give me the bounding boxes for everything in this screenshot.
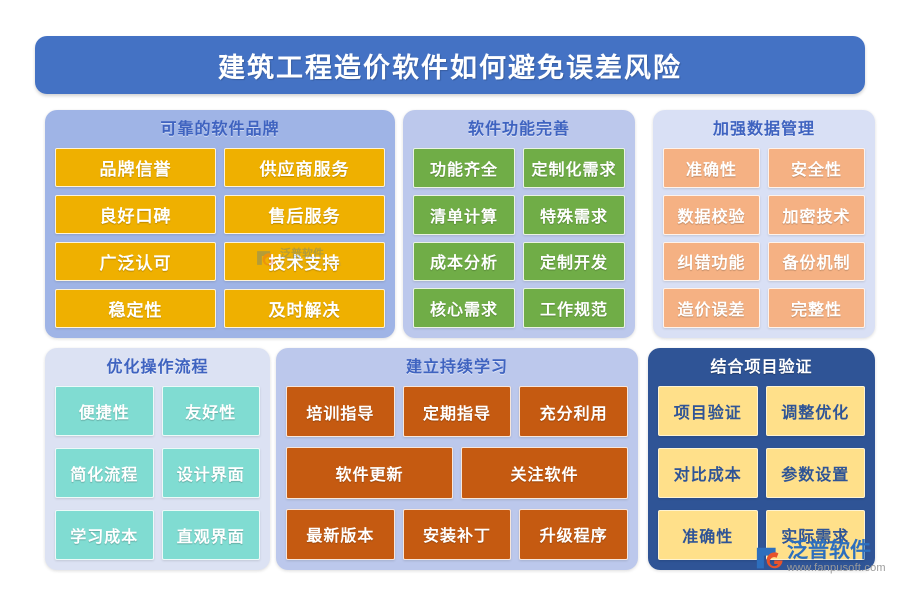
chip-friendliness[interactable]: 友好性 [161,386,260,436]
chip-convenience[interactable]: 便捷性 [55,386,154,436]
chip-after-sales-service[interactable]: 售后服务 [224,195,385,234]
chip-brand-reputation[interactable]: 品牌信誉 [55,148,216,187]
chip-row: 对比成本 参数设置 [658,448,865,498]
chip-project-verification[interactable]: 项目验证 [658,386,758,436]
chip-latest-version[interactable]: 最新版本 [286,508,395,560]
chip-row: 培训指导 定期指导 充分利用 [286,386,629,438]
chip-row: 纠错功能 备份机制 [663,241,865,282]
chip-full-utilization[interactable]: 充分利用 [519,386,629,438]
panel-software-feature-completeness: 软件功能完善 功能齐全 定制化需求 清单计算 特殊需求 成本分析 定制开发 核心… [403,110,635,338]
panel-reliable-software-brand: 可靠的软件品牌 品牌信誉 供应商服务 良好口碑 售后服务 广泛认可 技术支持 稳… [45,110,395,338]
chip-row: 项目验证 调整优化 [658,386,865,436]
chip-row: 简化流程 设计界面 [55,448,260,498]
chip-row: 学习成本 直观界面 [55,510,260,560]
chip-backup-mechanism[interactable]: 备份机制 [768,241,865,282]
panel-title-verify: 结合项目验证 [710,359,813,376]
panel-title-data: 加强数据管理 [712,121,815,138]
chip-actual-requirements[interactable]: 实际需求 [765,510,865,560]
chip-row: 稳定性 及时解决 [55,289,385,328]
panel-establish-continuous-learning: 建立持续学习 培训指导 定期指导 充分利用 软件更新 关注软件 最新版本 安装补… [276,348,638,570]
chip-grid-flow: 便捷性 友好性 简化流程 设计界面 学习成本 直观界面 [55,386,260,560]
chip-accuracy[interactable]: 准确性 [663,148,760,188]
chip-error-correction[interactable]: 纠错功能 [663,241,760,282]
chip-good-word-of-mouth[interactable]: 良好口碑 [55,195,216,234]
chip-row: 数据校验 加密技术 [663,194,865,235]
chip-completeness[interactable]: 完整性 [768,288,865,328]
chip-row: 造价误差 完整性 [663,288,865,328]
chip-software-update[interactable]: 软件更新 [286,447,453,499]
chip-cost-analysis[interactable]: 成本分析 [413,241,515,282]
chip-row: 便捷性 友好性 [55,386,260,436]
chip-row: 功能齐全 定制化需求 [413,148,625,188]
chip-row: 最新版本 安装补丁 升级程序 [286,508,629,560]
chip-row: 清单计算 特殊需求 [413,194,625,235]
chip-security[interactable]: 安全性 [768,148,865,188]
chip-technical-support[interactable]: 技术支持 [224,242,385,281]
chip-row: 成本分析 定制开发 [413,241,625,282]
chip-upgrade-program[interactable]: 升级程序 [519,508,629,560]
chip-simplified-process[interactable]: 简化流程 [55,448,154,498]
panel-title-flow: 优化操作流程 [106,359,209,376]
panel-title-learn: 建立持续学习 [405,359,508,376]
chip-grid-brand: 品牌信誉 供应商服务 良好口碑 售后服务 广泛认可 技术支持 稳定性 及时解决 [55,148,385,328]
chip-parameter-settings[interactable]: 参数设置 [765,448,865,498]
chip-adjust-optimize[interactable]: 调整优化 [765,386,865,436]
chip-design-interface[interactable]: 设计界面 [161,448,260,498]
chip-row: 软件更新 关注软件 [286,447,628,499]
panel-title-func: 软件功能完善 [467,121,570,138]
chip-grid-func: 功能齐全 定制化需求 清单计算 特殊需求 成本分析 定制开发 核心需求 工作规范 [413,148,625,328]
chip-timely-resolution[interactable]: 及时解决 [224,289,385,328]
chip-bill-of-quantities[interactable]: 清单计算 [413,194,515,235]
chip-customization-needs[interactable]: 定制化需求 [523,148,625,188]
chip-training-guidance[interactable]: 培训指导 [286,386,395,438]
chip-grid-learn: 培训指导 定期指导 充分利用 软件更新 关注软件 最新版本 安装补丁 升级程序 [286,386,629,560]
chip-supplier-service[interactable]: 供应商服务 [224,148,385,187]
chip-grid-data: 准确性 安全性 数据校验 加密技术 纠错功能 备份机制 造价误差 完整性 [663,148,865,328]
chip-compare-cost[interactable]: 对比成本 [658,448,758,498]
chip-row: 广泛认可 技术支持 [55,242,385,281]
chip-work-standards[interactable]: 工作规范 [523,288,625,328]
chip-regular-guidance[interactable]: 定期指导 [402,386,512,438]
chip-learning-cost[interactable]: 学习成本 [55,510,154,560]
page-title-banner: 建筑工程造价软件如何避免误差风险 [35,36,865,94]
chip-full-features[interactable]: 功能齐全 [413,148,515,188]
chip-stability[interactable]: 稳定性 [55,289,216,328]
chip-grid-verify: 项目验证 调整优化 对比成本 参数设置 准确性 实际需求 [658,386,865,560]
chip-core-requirements[interactable]: 核心需求 [413,288,515,328]
panel-combine-project-verification: 结合项目验证 项目验证 调整优化 对比成本 参数设置 准确性 实际需求 [648,348,875,570]
chip-cost-deviation[interactable]: 造价误差 [663,288,760,328]
chip-intuitive-interface[interactable]: 直观界面 [161,510,260,560]
panel-title-brand: 可靠的软件品牌 [160,121,280,138]
chip-data-validation[interactable]: 数据校验 [663,194,760,235]
chip-row: 准确性 实际需求 [658,510,865,560]
chip-follow-software[interactable]: 关注软件 [461,447,628,499]
chip-row: 品牌信誉 供应商服务 [55,148,385,187]
panel-strengthen-data-management: 加强数据管理 准确性 安全性 数据校验 加密技术 纠错功能 备份机制 造价误差 … [653,110,875,338]
chip-row: 核心需求 工作规范 [413,288,625,328]
chip-row: 良好口碑 售后服务 [55,195,385,234]
chip-accuracy-verify[interactable]: 准确性 [658,510,758,560]
chip-custom-development[interactable]: 定制开发 [523,241,625,282]
chip-wide-recognition[interactable]: 广泛认可 [55,242,216,281]
chip-install-patch[interactable]: 安装补丁 [402,508,512,560]
chip-row: 准确性 安全性 [663,148,865,188]
panel-optimize-operation-process: 优化操作流程 便捷性 友好性 简化流程 设计界面 学习成本 直观界面 [45,348,270,570]
page-title: 建筑工程造价软件如何避免误差风险 [218,52,682,83]
chip-special-needs[interactable]: 特殊需求 [523,194,625,235]
chip-encryption-technology[interactable]: 加密技术 [768,194,865,235]
